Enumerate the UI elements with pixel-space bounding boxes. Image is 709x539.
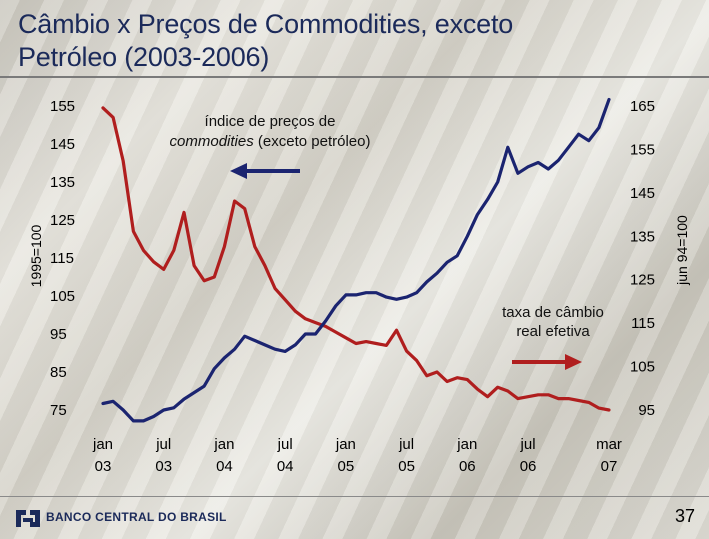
slide-title: Câmbio x Preços de Commodities, exceto P… (18, 8, 513, 74)
left-axis-title: 1995=100 (28, 224, 44, 287)
x-tick-label: jan 05 (335, 436, 356, 475)
central-bank-logo-icon (16, 510, 40, 527)
right-tick-label: 165 (630, 98, 655, 115)
footer-divider (0, 496, 709, 497)
left-arrowhead-icon (230, 163, 247, 179)
left-tick-label: 75 (50, 402, 67, 419)
right-tick-label: 115 (631, 315, 655, 332)
commodity-annotation-label: índice de preços de commodities (exceto p… (170, 113, 371, 150)
left-axis-ticks: 75 85 95 105 115 125 135 145 155 (50, 98, 75, 419)
left-tick-label: 145 (50, 136, 75, 153)
left-tick-label: 155 (50, 98, 75, 115)
slide-title-line1: Câmbio x Preços de Commodities, exceto (18, 9, 514, 39)
series-layer (101, 97, 611, 423)
x-axis-ticks: jan 03 jul 03 jan 04 jul 04 jan 05 jul 05 jan 06 jul 06… (92, 436, 622, 475)
left-tick-label: 135 (50, 174, 75, 191)
left-tick-label: 95 (50, 326, 67, 343)
left-tick-label: 105 (50, 288, 75, 305)
right-tick-label: 105 (630, 359, 655, 376)
x-tick-label: jan 03 (92, 436, 113, 475)
commodity-index-line (101, 97, 611, 423)
annotation-layer: índice de preços de commodities (exceto p… (170, 113, 604, 370)
bank-name: BANCO CENTRAL DO BRASIL (46, 510, 227, 524)
exchange-annotation-label: taxa de câmbio real efetiva (502, 304, 604, 340)
x-tick-label: jul 06 (520, 436, 537, 475)
x-tick-label: jul 03 (155, 436, 172, 475)
x-tick-label: jul 04 (277, 436, 294, 475)
x-tick-label: mar 07 (596, 436, 622, 475)
right-tick-label: 135 (630, 228, 655, 245)
right-tick-label: 145 (630, 185, 655, 202)
slide-title-line2: Petróleo (2003-2006) (18, 42, 270, 72)
x-tick-label: jul 05 (398, 436, 415, 475)
right-arrowhead-icon (565, 354, 582, 370)
slide-footer: BANCO CENTRAL DO BRASIL 37 (0, 496, 709, 539)
title-divider (0, 76, 709, 78)
right-tick-label: 95 (638, 402, 655, 419)
left-tick-label: 115 (50, 250, 74, 267)
page-number: 37 (674, 506, 695, 526)
exchange-rate-line (101, 106, 611, 412)
right-tick-label: 125 (630, 272, 655, 289)
left-tick-label: 125 (50, 212, 75, 229)
left-tick-label: 85 (50, 364, 67, 381)
x-tick-label: jan 04 (213, 436, 234, 475)
x-tick-label: jan 06 (456, 436, 477, 475)
right-tick-label: 155 (630, 141, 655, 158)
right-axis-ticks: 95 105 115 125 135 145 155 165 (630, 98, 655, 419)
right-axis-title: jun 94=100 (674, 215, 690, 286)
